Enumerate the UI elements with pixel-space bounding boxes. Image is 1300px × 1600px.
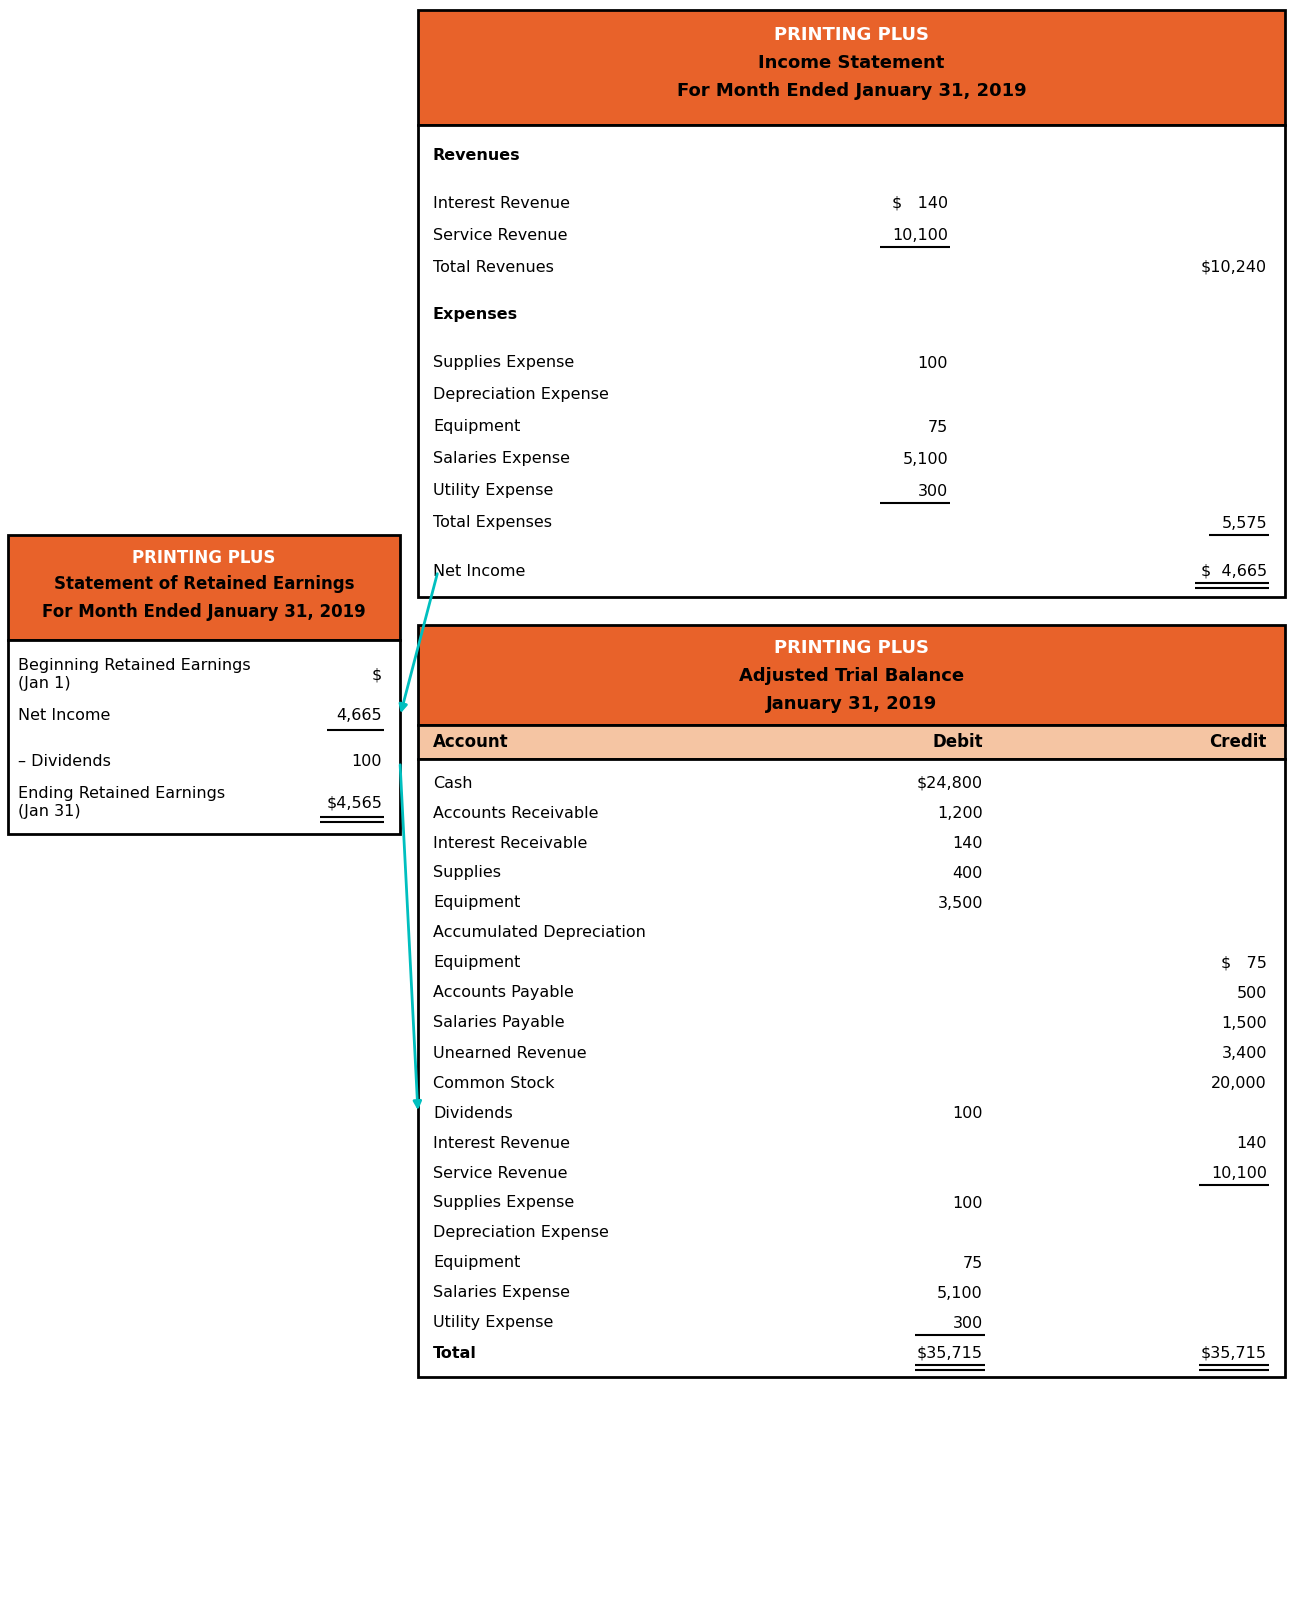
Text: 100: 100: [351, 755, 382, 770]
Text: PRINTING PLUS: PRINTING PLUS: [774, 638, 930, 658]
Text: Adjusted Trial Balance: Adjusted Trial Balance: [738, 667, 965, 685]
Text: For Month Ended January 31, 2019: For Month Ended January 31, 2019: [677, 82, 1026, 99]
Text: Salaries Payable: Salaries Payable: [433, 1016, 564, 1030]
Text: 140: 140: [953, 835, 983, 851]
Text: Expenses: Expenses: [433, 307, 519, 323]
Bar: [419, 626, 1284, 725]
Text: 400: 400: [953, 866, 983, 880]
Text: – Dividends: – Dividends: [18, 755, 111, 770]
Text: 5,100: 5,100: [937, 1285, 983, 1301]
Text: 75: 75: [963, 1256, 983, 1270]
Text: 5,100: 5,100: [902, 451, 948, 467]
Text: Net Income: Net Income: [433, 563, 525, 579]
Text: Interest Revenue: Interest Revenue: [433, 1136, 569, 1150]
Text: Depreciation Expense: Depreciation Expense: [433, 1226, 608, 1240]
Text: Credit: Credit: [1209, 733, 1268, 750]
Text: Accounts Receivable: Accounts Receivable: [433, 805, 598, 821]
Text: 20,000: 20,000: [1212, 1075, 1268, 1091]
Text: 3,400: 3,400: [1222, 1045, 1268, 1061]
Text: Depreciation Expense: Depreciation Expense: [433, 387, 608, 403]
Text: Common Stock: Common Stock: [433, 1075, 555, 1091]
Text: 3,500: 3,500: [937, 896, 983, 910]
Text: 1,500: 1,500: [1221, 1016, 1267, 1030]
Text: $  4,665: $ 4,665: [1201, 563, 1268, 579]
Text: Supplies: Supplies: [433, 866, 500, 880]
Text: Unearned Revenue: Unearned Revenue: [433, 1045, 586, 1061]
Text: Dividends: Dividends: [433, 1106, 512, 1120]
Text: 75: 75: [928, 419, 948, 435]
Text: 5,575: 5,575: [1222, 515, 1268, 531]
Text: Interest Receivable: Interest Receivable: [433, 835, 588, 851]
Text: 300: 300: [953, 1315, 983, 1331]
Text: Net Income: Net Income: [18, 709, 111, 723]
Text: January 31, 2019: January 31, 2019: [766, 694, 937, 714]
Text: Income Statement: Income Statement: [758, 54, 945, 72]
Text: Statement of Retained Earnings: Statement of Retained Earnings: [53, 574, 354, 594]
Text: 100: 100: [953, 1195, 983, 1211]
Text: Total: Total: [433, 1346, 477, 1360]
Text: Revenues: Revenues: [433, 147, 520, 163]
Text: Utility Expense: Utility Expense: [433, 483, 554, 499]
Text: Service Revenue: Service Revenue: [433, 227, 568, 243]
Text: PRINTING PLUS: PRINTING PLUS: [774, 26, 930, 43]
Bar: [8, 640, 400, 834]
Text: 10,100: 10,100: [892, 227, 948, 243]
Text: Beginning Retained Earnings: Beginning Retained Earnings: [18, 658, 251, 674]
Text: Ending Retained Earnings: Ending Retained Earnings: [18, 786, 225, 802]
Text: (Jan 31): (Jan 31): [18, 803, 81, 819]
Text: Supplies Expense: Supplies Expense: [433, 1195, 575, 1211]
Bar: [419, 725, 1284, 758]
Text: 100: 100: [918, 355, 948, 371]
Bar: [419, 758, 1284, 1378]
Bar: [419, 10, 1284, 125]
Text: Equipment: Equipment: [433, 955, 520, 971]
Text: Accumulated Depreciation: Accumulated Depreciation: [433, 925, 646, 941]
Text: 1,200: 1,200: [937, 805, 983, 821]
Text: $24,800: $24,800: [916, 776, 983, 790]
Text: Account: Account: [433, 733, 508, 750]
Text: Accounts Payable: Accounts Payable: [433, 986, 573, 1000]
Text: Total Expenses: Total Expenses: [433, 515, 552, 531]
Text: Cash: Cash: [433, 776, 472, 790]
Text: $   75: $ 75: [1221, 955, 1267, 971]
Text: $35,715: $35,715: [916, 1346, 983, 1360]
Text: Total Revenues: Total Revenues: [433, 259, 554, 275]
Text: Utility Expense: Utility Expense: [433, 1315, 554, 1331]
Text: 300: 300: [918, 483, 948, 499]
Text: 500: 500: [1236, 986, 1268, 1000]
Text: For Month Ended January 31, 2019: For Month Ended January 31, 2019: [42, 603, 365, 621]
Text: Equipment: Equipment: [433, 1256, 520, 1270]
Text: PRINTING PLUS: PRINTING PLUS: [133, 549, 276, 566]
Text: 140: 140: [1236, 1136, 1268, 1150]
Text: Equipment: Equipment: [433, 896, 520, 910]
Bar: [419, 125, 1284, 597]
Text: Equipment: Equipment: [433, 419, 520, 435]
Text: $10,240: $10,240: [1201, 259, 1268, 275]
Text: 10,100: 10,100: [1212, 1165, 1268, 1181]
Text: Service Revenue: Service Revenue: [433, 1165, 568, 1181]
Text: $   140: $ 140: [892, 195, 948, 211]
Text: $: $: [372, 667, 382, 683]
Text: Supplies Expense: Supplies Expense: [433, 355, 575, 371]
Text: $4,565: $4,565: [326, 795, 382, 811]
Text: Debit: Debit: [932, 733, 983, 750]
Text: 100: 100: [953, 1106, 983, 1120]
Text: $35,715: $35,715: [1201, 1346, 1268, 1360]
Text: (Jan 1): (Jan 1): [18, 675, 70, 691]
Text: 4,665: 4,665: [337, 709, 382, 723]
Bar: [8, 534, 400, 640]
Text: Salaries Expense: Salaries Expense: [433, 451, 569, 467]
Text: Salaries Expense: Salaries Expense: [433, 1285, 569, 1301]
Text: Interest Revenue: Interest Revenue: [433, 195, 569, 211]
